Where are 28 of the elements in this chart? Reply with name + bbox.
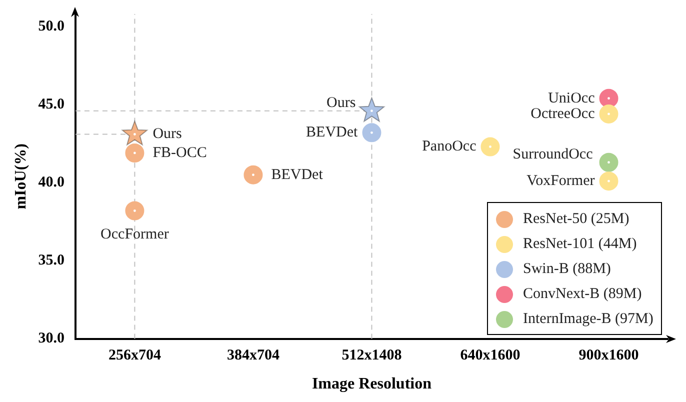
legend-label: ResNet-50 (25M) [523,210,630,228]
annotation: BEVDet [306,124,359,141]
legend-label: ConvNext-B (89M) [523,286,642,303]
x-tick-label: 384x704 [226,348,280,364]
y-tick-label: 40.0 [38,174,64,191]
x-tick-label: 640x1600 [460,348,520,364]
annotation: BEVDet [271,166,324,183]
legend-label: InternImage-B (97M) [523,310,654,328]
x-tick-label: 256x704 [108,348,162,364]
y-tick-label: 35.0 [38,252,64,269]
y-tick-label: 30.0 [38,330,64,347]
legend-label: ResNet-101 (44M) [523,236,637,253]
x-tick-label: 512x1408 [342,348,402,364]
annotation: VoxFormer [526,173,595,190]
annotation: OctreeOcc [530,106,596,122]
y-tick-label: 45.0 [38,96,64,112]
annotation: OccFormer [100,226,169,243]
y-tick-label: 50.0 [38,18,64,34]
annotation: SurroundOcc [512,146,594,162]
annotation: Ours [326,94,356,111]
annotation: FB-OCC [152,144,207,161]
x-axis-title: Image Resolution [312,376,432,393]
y-axis-title: mIoU(%) [12,144,30,210]
x-tick-label: 900x1600 [578,348,639,364]
annotation: UniOcc [548,90,596,106]
annotation: Ours [152,126,182,142]
annotation: PanoOcc [422,138,477,155]
legend-label: Swin-B (88M) [523,260,611,278]
